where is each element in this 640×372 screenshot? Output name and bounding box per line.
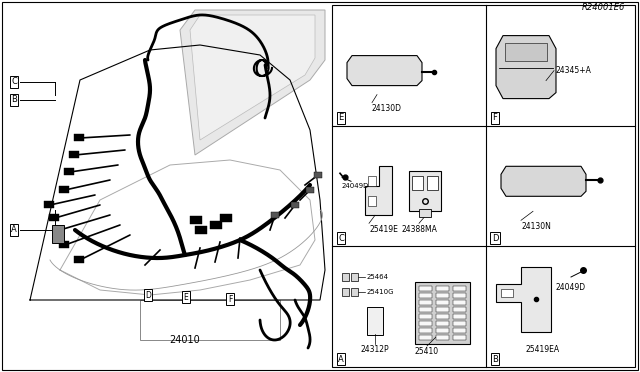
Bar bbox=[220, 214, 232, 222]
Bar bbox=[453, 328, 466, 333]
Bar bbox=[210, 221, 222, 229]
Text: A: A bbox=[11, 225, 17, 234]
Polygon shape bbox=[180, 10, 325, 155]
Text: D: D bbox=[145, 291, 151, 299]
Text: 25410: 25410 bbox=[415, 347, 439, 356]
Bar bbox=[342, 288, 349, 296]
Text: 25464: 25464 bbox=[367, 274, 389, 280]
Bar bbox=[419, 314, 432, 319]
Bar bbox=[419, 321, 432, 326]
Bar bbox=[74, 134, 84, 141]
Bar bbox=[505, 43, 547, 61]
Bar bbox=[419, 286, 432, 291]
Bar bbox=[59, 241, 69, 248]
Bar bbox=[436, 314, 449, 319]
Bar bbox=[419, 328, 432, 333]
Bar bbox=[59, 186, 69, 193]
Bar bbox=[436, 307, 449, 312]
Bar bbox=[291, 202, 299, 208]
Bar bbox=[419, 307, 432, 312]
Polygon shape bbox=[496, 36, 556, 99]
Bar bbox=[419, 209, 431, 217]
Text: 24130N: 24130N bbox=[521, 222, 551, 231]
Bar bbox=[436, 293, 449, 298]
Text: 25419E: 25419E bbox=[369, 225, 398, 234]
Text: F: F bbox=[228, 295, 232, 304]
Text: 24130D: 24130D bbox=[372, 104, 402, 113]
Bar bbox=[314, 172, 322, 178]
Bar bbox=[367, 307, 383, 335]
Bar bbox=[453, 314, 466, 319]
Bar bbox=[74, 256, 84, 263]
Text: B: B bbox=[11, 96, 17, 105]
Text: 24312P: 24312P bbox=[361, 346, 389, 355]
Text: 24388MA: 24388MA bbox=[401, 225, 437, 234]
Text: 24049D: 24049D bbox=[556, 282, 586, 292]
Bar bbox=[44, 201, 54, 208]
Polygon shape bbox=[347, 55, 422, 86]
Bar bbox=[49, 214, 59, 221]
Bar bbox=[342, 273, 349, 281]
Bar bbox=[271, 212, 279, 218]
Bar bbox=[436, 300, 449, 305]
Bar bbox=[436, 335, 449, 340]
Bar bbox=[453, 321, 466, 326]
Text: C: C bbox=[11, 77, 17, 87]
Text: 25410G: 25410G bbox=[367, 289, 394, 295]
Text: 24049D: 24049D bbox=[342, 183, 369, 189]
Bar bbox=[69, 151, 79, 158]
Bar bbox=[419, 300, 432, 305]
Bar bbox=[140, 300, 280, 340]
Text: E: E bbox=[184, 292, 188, 301]
Bar bbox=[453, 307, 466, 312]
Bar bbox=[306, 187, 314, 193]
Bar bbox=[453, 293, 466, 298]
Bar bbox=[419, 293, 432, 298]
Bar bbox=[54, 226, 64, 233]
Bar bbox=[195, 226, 207, 234]
Polygon shape bbox=[496, 267, 551, 332]
Bar bbox=[415, 282, 470, 344]
Text: C: C bbox=[338, 234, 344, 243]
Text: F: F bbox=[493, 113, 497, 122]
Polygon shape bbox=[190, 15, 315, 140]
Bar bbox=[412, 176, 423, 190]
Polygon shape bbox=[365, 166, 392, 215]
Text: 24345+A: 24345+A bbox=[556, 66, 592, 75]
Bar bbox=[436, 321, 449, 326]
Bar bbox=[52, 225, 64, 243]
Bar bbox=[436, 286, 449, 291]
Bar bbox=[64, 168, 74, 175]
Bar bbox=[453, 286, 466, 291]
Bar bbox=[368, 176, 376, 186]
Text: D: D bbox=[492, 234, 499, 243]
Bar bbox=[453, 335, 466, 340]
Bar bbox=[332, 5, 635, 367]
Text: B: B bbox=[492, 355, 498, 363]
Bar bbox=[351, 273, 358, 281]
Text: A: A bbox=[338, 355, 344, 363]
Bar bbox=[501, 289, 513, 297]
Text: R24001E6: R24001E6 bbox=[582, 3, 625, 12]
Text: 25419EA: 25419EA bbox=[526, 346, 560, 355]
Bar bbox=[453, 300, 466, 305]
Polygon shape bbox=[501, 166, 586, 196]
Bar bbox=[427, 176, 438, 190]
Bar bbox=[351, 288, 358, 296]
Bar bbox=[190, 216, 202, 224]
Bar bbox=[436, 328, 449, 333]
Text: 24010: 24010 bbox=[170, 335, 200, 345]
Text: E: E bbox=[339, 113, 344, 122]
Bar bbox=[419, 335, 432, 340]
Bar bbox=[409, 171, 441, 211]
Bar bbox=[368, 196, 376, 206]
